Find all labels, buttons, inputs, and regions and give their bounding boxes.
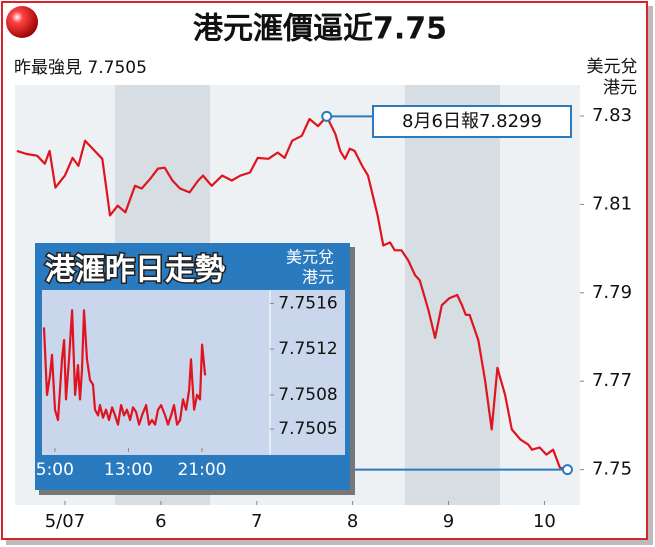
inset-y-axis-label: 港元 — [302, 268, 334, 287]
y-tick-label: 7.7512 — [278, 339, 337, 359]
x-tick-label: 5:00 — [36, 460, 74, 480]
y-tick-label: 7.7516 — [278, 293, 337, 313]
line — [42, 309, 207, 426]
ball-icon — [6, 6, 38, 38]
chart-title: 港元滙價逼近7.75 — [193, 12, 447, 47]
y-axis-label: 港元 — [603, 78, 637, 98]
annotation-box — [372, 105, 572, 138]
day-band — [405, 85, 500, 505]
subtitle: 昨最強見 7.7505 — [14, 58, 147, 78]
x-tick-label: 7 — [251, 511, 262, 532]
x-tick-label: 6 — [155, 511, 166, 532]
x-tick-label: 5/07 — [45, 511, 85, 532]
end-marker — [561, 464, 573, 476]
x-tick-label: 13:00 — [104, 460, 153, 480]
inset-plot-background — [42, 290, 345, 455]
y-tick-label: 7.7505 — [278, 419, 337, 439]
x-tick-label: 8 — [347, 511, 358, 532]
x-tick-label: 21:00 — [177, 460, 226, 480]
annotation: 8月6日報7.8299 — [402, 111, 542, 132]
annotation-group: 8月6日報7.8299 — [372, 105, 572, 138]
x-tick-label: 9 — [443, 511, 454, 532]
x-tick-label: 10 — [533, 511, 556, 532]
y-tick-label: 7.7508 — [278, 385, 337, 405]
inset-y-axis-label: 美元兌 — [286, 248, 334, 267]
y-axis-label: 美元兌 — [587, 57, 638, 77]
y-tick-label: 7.83 — [592, 105, 632, 126]
inset-title: 港滙昨日走勢 — [45, 253, 225, 288]
peak-marker — [321, 110, 333, 122]
y-tick-label: 7.77 — [592, 370, 632, 391]
y-tick-label: 7.81 — [592, 193, 632, 214]
inset-chart: 港滙昨日走勢 美元兌 港元 7.7505 7.7508 7.7512 7.7516 5:… — [35, 243, 355, 495]
y-tick-label: 7.79 — [592, 282, 632, 303]
y-tick-label: 7.75 — [592, 459, 632, 480]
